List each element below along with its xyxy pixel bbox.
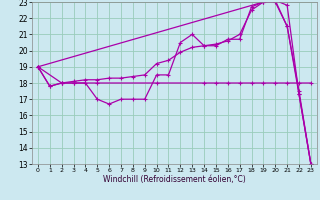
X-axis label: Windchill (Refroidissement éolien,°C): Windchill (Refroidissement éolien,°C) <box>103 175 246 184</box>
